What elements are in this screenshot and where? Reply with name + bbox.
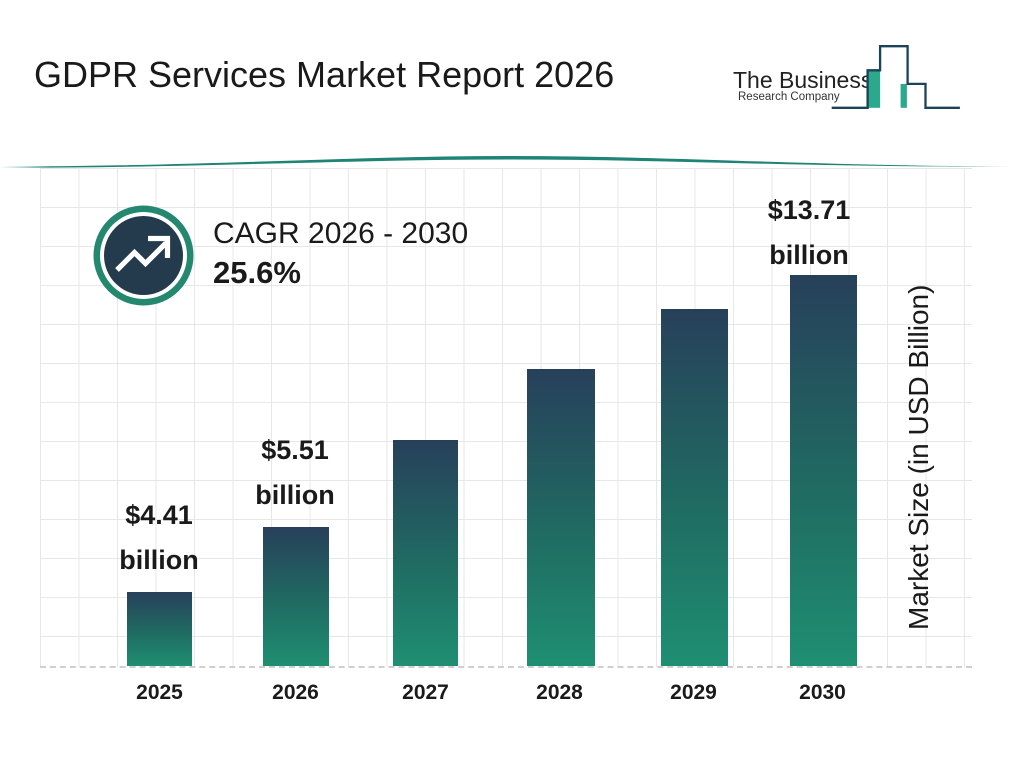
svg-text:Research Company: Research Company	[738, 91, 840, 103]
svg-text:The Business: The Business	[733, 67, 872, 93]
